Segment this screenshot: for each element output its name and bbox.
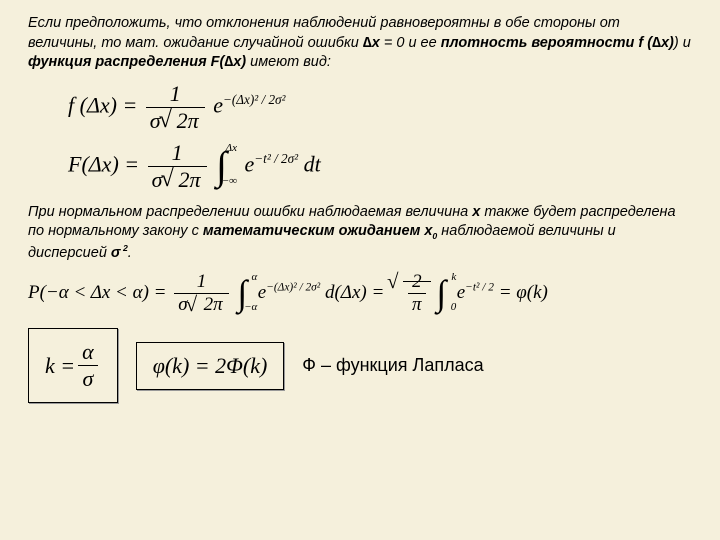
f2-sqrt: 2π <box>162 167 202 193</box>
w-frac2: 2π <box>403 281 431 303</box>
f2-e: e <box>244 151 254 176</box>
w-num: 1 <box>174 271 228 294</box>
box1-k: k = <box>45 353 75 379</box>
w-int1-top: α <box>251 273 257 282</box>
p1-and: ) и <box>674 35 691 51</box>
w-int2-bot: 0 <box>451 303 457 312</box>
p2-sigma: σ <box>111 245 121 261</box>
page-root: Если предположить, что отклонения наблюд… <box>0 0 720 417</box>
f2-2pi: 2π <box>176 166 202 192</box>
formula-probability: P(−α < Δx < α) = 1 σ2π ∫α−α e−(Δx)² / 2σ… <box>28 271 692 316</box>
w-int2: ∫k0 <box>436 279 446 308</box>
f2-dt: dt <box>304 151 321 176</box>
formula-distribution: F(Δx) = 1 σ2π ∫Δx−∞ e−t² / 2σ² dt <box>68 140 692 193</box>
w-e2: e <box>457 282 465 303</box>
f2-int-top: Δx <box>226 144 237 153</box>
laplace-text: Ф – функция Лапласа <box>302 355 483 375</box>
w-eqphi: = φ(k) <box>499 282 548 303</box>
p1-tail: имеют вид: <box>250 54 331 70</box>
w-sqrt: 2π <box>188 294 225 316</box>
p1-dx2: ∆x <box>652 35 669 51</box>
box1-frac: α σ <box>78 339 98 392</box>
f1-e: e <box>213 92 223 117</box>
f2-integral: ∫Δx−∞ <box>216 150 227 182</box>
f2-frac: 1 σ2π <box>148 140 207 193</box>
f2-exp: −t² / 2σ² <box>254 151 298 166</box>
w-int1-bot: −α <box>244 303 257 312</box>
box1-den: σ <box>78 366 98 392</box>
f1-frac: 1 σ2π <box>146 81 205 134</box>
f1-num: 1 <box>146 81 205 108</box>
w-ddx: d(Δx) = <box>325 282 389 303</box>
w-lhs: P(−α < Δx < α) = <box>28 282 171 303</box>
w-int1: ∫α−α <box>237 279 247 308</box>
p1-distfn: функция распределения F( <box>28 54 224 70</box>
box2-text: φ(k) = 2Φ(k) <box>153 353 268 379</box>
p2-dot: . <box>128 245 132 261</box>
f1-den: σ2π <box>146 108 205 134</box>
f2-lhs: F(Δx) = <box>68 151 145 176</box>
laplace-note: Ф – функция Лапласа <box>302 355 483 376</box>
p2-c: математическим ожиданием x <box>203 223 433 239</box>
w-int2-top: k <box>451 273 456 282</box>
box1-num: α <box>78 339 98 366</box>
box-k-definition: k = α σ <box>28 328 118 403</box>
w-s2num: 2 <box>408 271 426 294</box>
w-e1: e <box>258 282 266 303</box>
w-2pi: 2π <box>202 293 225 315</box>
f1-exp: −(Δx)² / 2σ² <box>223 92 286 107</box>
intro-paragraph: Если предположить, что отклонения наблюд… <box>28 14 692 73</box>
p2-a: При нормальном распределении ошибки набл… <box>28 204 472 220</box>
p1-density: плотность вероятности f ( <box>441 35 652 51</box>
f2-num: 1 <box>148 140 207 167</box>
normal-dist-paragraph: При нормальном распределении ошибки набл… <box>28 203 692 264</box>
f1-sqrt: 2π <box>161 108 201 134</box>
formula-density: f (Δx) = 1 σ2π e−(Δx)² / 2σ² <box>68 81 692 134</box>
boxed-formulas-row: k = α σ φ(k) = 2Φ(k) Ф – функция Лапласа <box>28 328 692 403</box>
w-frac1: 1 σ2π <box>174 271 228 316</box>
p1-dx3: ∆x <box>224 54 241 70</box>
p2-sup2: 2 <box>121 243 128 253</box>
w-exp2: −t² / 2 <box>465 282 494 294</box>
f1-2pi: 2π <box>175 107 201 133</box>
p1-paren2: ) <box>241 54 250 70</box>
f2-den: σ2π <box>148 167 207 193</box>
f2-int-bot: −∞ <box>222 177 237 186</box>
w-den: σ2π <box>174 294 228 316</box>
p1-dx: ∆x <box>363 35 380 51</box>
p1-text-b: = 0 и ее <box>380 35 441 51</box>
box-phi-definition: φ(k) = 2Φ(k) <box>136 342 285 390</box>
w-sqrt2: 2π <box>389 271 431 316</box>
w-exp1: −(Δx)² / 2σ² <box>266 282 320 294</box>
w-s2den: π <box>408 294 426 316</box>
f1-lhs: f (Δx) = <box>68 92 143 117</box>
